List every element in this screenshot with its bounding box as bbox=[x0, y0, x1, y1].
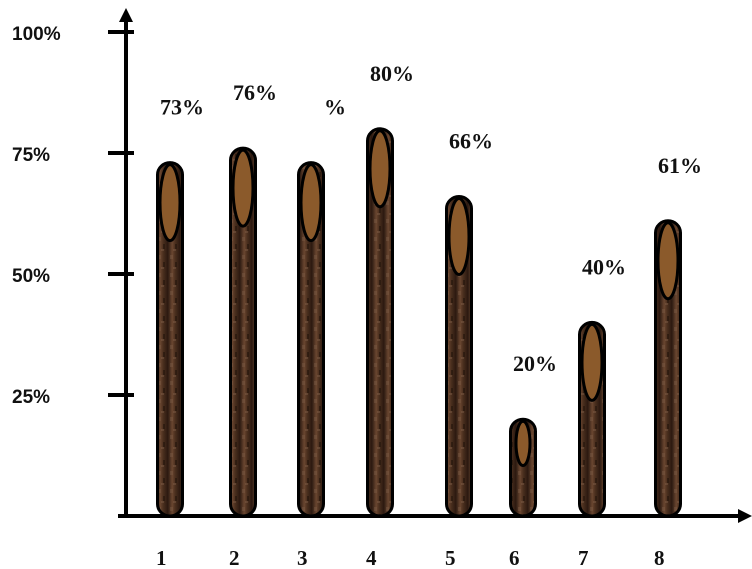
data-label: % bbox=[324, 95, 346, 120]
bar-body bbox=[366, 127, 394, 518]
y-axis bbox=[119, 8, 133, 516]
bar-cap bbox=[158, 163, 182, 243]
data-label: 40% bbox=[582, 254, 626, 279]
x-tick-label: 6 bbox=[509, 546, 520, 569]
bar-body bbox=[156, 161, 184, 518]
bar-cap bbox=[447, 197, 471, 277]
bar-body bbox=[297, 161, 325, 518]
bars bbox=[156, 127, 682, 518]
bar bbox=[445, 195, 473, 518]
bar bbox=[297, 161, 325, 518]
bar-cap bbox=[231, 148, 255, 228]
y-tick-label: 25% bbox=[12, 387, 50, 408]
bar-cap bbox=[299, 163, 323, 243]
data-label: 80% bbox=[370, 61, 414, 86]
x-tick-label: 5 bbox=[445, 546, 456, 569]
x-tick-label: 7 bbox=[578, 546, 589, 569]
x-tick-label: 2 bbox=[229, 546, 240, 569]
x-tick-label: 4 bbox=[366, 546, 377, 569]
x-tick-label: 3 bbox=[297, 546, 308, 569]
bar-cap bbox=[514, 419, 532, 468]
bar bbox=[229, 146, 257, 518]
x-tick-label: 1 bbox=[156, 546, 167, 569]
data-label: 76% bbox=[233, 80, 277, 105]
x-axis-arrow bbox=[738, 509, 752, 523]
y-tick-label: 75% bbox=[12, 145, 50, 166]
x-tick-label: 8 bbox=[654, 546, 665, 569]
y-axis-arrow bbox=[119, 8, 133, 22]
bar bbox=[509, 417, 537, 518]
data-label: 20% bbox=[513, 351, 557, 376]
bar bbox=[654, 219, 682, 518]
data-label: 73% bbox=[160, 95, 204, 120]
data-labels: 73% 76%% 80% 66% 20% 40% 61% bbox=[160, 61, 702, 376]
x-axis bbox=[118, 509, 752, 523]
data-label: 61% bbox=[658, 153, 702, 178]
bar bbox=[578, 320, 606, 518]
data-label: 66% bbox=[449, 129, 493, 154]
y-ticks: 100% 75% 50% 25% bbox=[12, 24, 134, 408]
y-tick-label: 50% bbox=[12, 266, 50, 287]
bar-cap bbox=[580, 322, 604, 402]
bar-cap bbox=[656, 221, 680, 301]
x-tick-labels: 1 2 3 4 5 6 7 8 bbox=[156, 546, 665, 569]
bar bbox=[156, 161, 184, 518]
bar-body bbox=[229, 146, 257, 518]
y-tick-label: 100% bbox=[12, 24, 61, 45]
bar-cap bbox=[368, 129, 392, 209]
bar bbox=[366, 127, 394, 518]
bar-body bbox=[445, 195, 473, 518]
